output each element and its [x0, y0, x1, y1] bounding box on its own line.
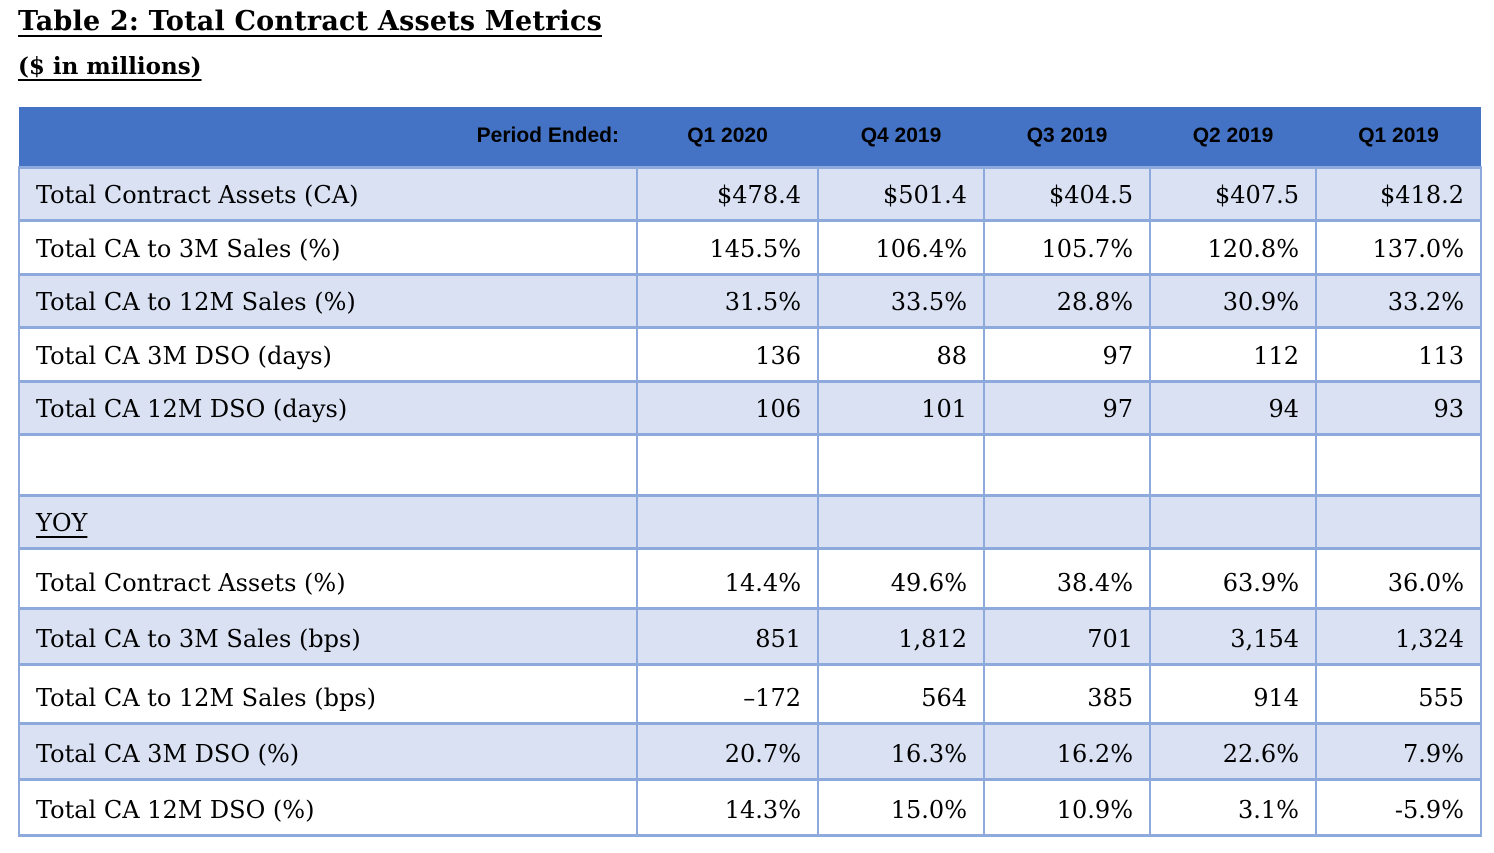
- cell-value: 38.4%: [983, 546, 1151, 610]
- empty-cell: [636, 493, 819, 550]
- cell-value: 10.9%: [983, 777, 1151, 837]
- cell-value: 3,154: [1149, 606, 1317, 666]
- cell-value: 385: [983, 662, 1151, 725]
- table-row-ca-3m-sales-pct: Total CA to 3M Sales (%) 145.5% 106.4% 1…: [18, 218, 1482, 276]
- table-row-yoy-ca-3m-dso-pct: Total CA 3M DSO (%) 20.7% 16.3% 16.2% 22…: [18, 721, 1482, 781]
- cell-value: 137.0%: [1315, 218, 1482, 276]
- empty-cell: [18, 432, 638, 497]
- cell-value: 63.9%: [1149, 546, 1317, 610]
- cell-value: 105.7%: [983, 218, 1151, 276]
- yoy-section-label: YOY: [18, 493, 638, 550]
- cell-value: 106.4%: [817, 218, 985, 276]
- contract-assets-metrics-table: Period Ended: Q1 2020 Q4 2019 Q3 2019 Q2…: [18, 107, 1482, 837]
- table-row-yoy-ca-12m-dso-pct: Total CA 12M DSO (%) 14.3% 15.0% 10.9% 3…: [18, 777, 1482, 837]
- cell-value: 851: [636, 606, 819, 666]
- page-subtitle: ($ in millions): [18, 53, 202, 80]
- cell-value: 136: [636, 325, 819, 383]
- empty-cell: [636, 432, 819, 497]
- column-header-q1-2019: Q1 2019: [1316, 107, 1481, 168]
- empty-cell: [817, 432, 985, 497]
- cell-value: 88: [817, 325, 985, 383]
- column-header-q3-2019: Q3 2019: [984, 107, 1150, 168]
- cell-value: 113: [1315, 325, 1482, 383]
- page-title: Table 2: Total Contract Assets Metrics: [18, 6, 602, 37]
- empty-cell: [1149, 493, 1317, 550]
- empty-cell: [817, 493, 985, 550]
- row-label: Total CA to 12M Sales (%): [18, 272, 638, 329]
- table-row-yoy-section: YOY: [18, 493, 1482, 550]
- cell-value: 16.3%: [817, 721, 985, 781]
- cell-value: 94: [1149, 379, 1317, 436]
- table-row-ca-12m-dso-days: Total CA 12M DSO (days) 106 101 97 94 93: [18, 379, 1482, 436]
- cell-value: $404.5: [983, 165, 1151, 222]
- table-row-yoy-ca-12m-sales-bps: Total CA to 12M Sales (bps) –172 564 385…: [18, 662, 1482, 725]
- cell-value: 145.5%: [636, 218, 819, 276]
- table-row-total-contract-assets: Total Contract Assets (CA) $478.4 $501.4…: [18, 165, 1482, 222]
- cell-value: 22.6%: [1149, 721, 1317, 781]
- table-header-row: Period Ended: Q1 2020 Q4 2019 Q3 2019 Q2…: [19, 107, 1481, 168]
- cell-value: 564: [817, 662, 985, 725]
- cell-value: 701: [983, 606, 1151, 666]
- cell-value: 555: [1315, 662, 1482, 725]
- row-label: Total CA 3M DSO (%): [18, 721, 638, 781]
- cell-value: 7.9%: [1315, 721, 1482, 781]
- cell-value: 14.3%: [636, 777, 819, 837]
- row-label: Total CA 12M DSO (days): [18, 379, 638, 436]
- table-row-yoy-ca-3m-sales-bps: Total CA to 3M Sales (bps) 851 1,812 701…: [18, 606, 1482, 666]
- cell-value: 97: [983, 379, 1151, 436]
- cell-value: $501.4: [817, 165, 985, 222]
- table-row-yoy-total-contract-assets: Total Contract Assets (%) 14.4% 49.6% 38…: [18, 546, 1482, 610]
- table-row-spacer: [18, 432, 1482, 497]
- cell-value: $478.4: [636, 165, 819, 222]
- empty-cell: [1315, 493, 1482, 550]
- row-label: Total Contract Assets (%): [18, 546, 638, 610]
- column-header-q2-2019: Q2 2019: [1150, 107, 1316, 168]
- cell-value: 20.7%: [636, 721, 819, 781]
- cell-value: 14.4%: [636, 546, 819, 610]
- cell-value: 33.5%: [817, 272, 985, 329]
- cell-value: $418.2: [1315, 165, 1482, 222]
- cell-value: 1,324: [1315, 606, 1482, 666]
- cell-value: -5.9%: [1315, 777, 1482, 837]
- cell-value: 106: [636, 379, 819, 436]
- cell-value: 36.0%: [1315, 546, 1482, 610]
- cell-value: 120.8%: [1149, 218, 1317, 276]
- cell-value: 112: [1149, 325, 1317, 383]
- cell-value: 30.9%: [1149, 272, 1317, 329]
- empty-cell: [1315, 432, 1482, 497]
- cell-value: 101: [817, 379, 985, 436]
- row-label: Total Contract Assets (CA): [18, 165, 638, 222]
- cell-value: 914: [1149, 662, 1317, 725]
- cell-value: 49.6%: [817, 546, 985, 610]
- cell-value: 33.2%: [1315, 272, 1482, 329]
- cell-value: 16.2%: [983, 721, 1151, 781]
- row-label: Total CA to 3M Sales (bps): [18, 606, 638, 666]
- cell-value: 97: [983, 325, 1151, 383]
- cell-value: $407.5: [1149, 165, 1317, 222]
- cell-value: 15.0%: [817, 777, 985, 837]
- cell-value: 93: [1315, 379, 1482, 436]
- column-header-q4-2019: Q4 2019: [818, 107, 984, 168]
- empty-cell: [983, 493, 1151, 550]
- row-label: Total CA to 3M Sales (%): [18, 218, 638, 276]
- cell-value: 28.8%: [983, 272, 1151, 329]
- cell-value: 1,812: [817, 606, 985, 666]
- cell-value: 31.5%: [636, 272, 819, 329]
- empty-cell: [983, 432, 1151, 497]
- table-row-ca-3m-dso-days: Total CA 3M DSO (days) 136 88 97 112 113: [18, 325, 1482, 383]
- row-label: Total CA 3M DSO (days): [18, 325, 638, 383]
- table-row-ca-12m-sales-pct: Total CA to 12M Sales (%) 31.5% 33.5% 28…: [18, 272, 1482, 329]
- empty-cell: [1149, 432, 1317, 497]
- row-label: Total CA 12M DSO (%): [18, 777, 638, 837]
- column-header-q1-2020: Q1 2020: [637, 107, 818, 168]
- cell-value: –172: [636, 662, 819, 725]
- period-ended-header: Period Ended:: [19, 107, 637, 168]
- row-label: Total CA to 12M Sales (bps): [18, 662, 638, 725]
- cell-value: 3.1%: [1149, 777, 1317, 837]
